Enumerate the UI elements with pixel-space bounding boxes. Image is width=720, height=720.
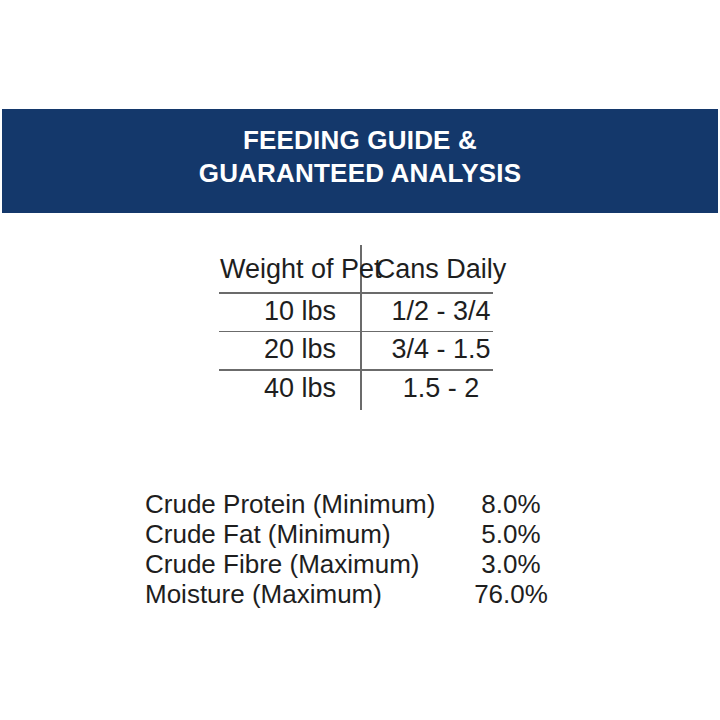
- table-row: 10 lbs 1/2 - 3/4: [220, 292, 521, 331]
- cans-cell: 1.5 - 2: [361, 373, 521, 404]
- column-header-cans-daily: Cans Daily: [361, 254, 521, 285]
- analysis-label: Crude Fat (Minimum): [145, 519, 441, 550]
- banner-title-line2: GUARANTEED ANALYSIS: [199, 157, 522, 190]
- analysis-row: Crude Fat (Minimum) 5.0%: [145, 519, 581, 549]
- analysis-label: Crude Protein (Minimum): [145, 489, 441, 520]
- table-row: 40 lbs 1.5 - 2: [220, 369, 521, 408]
- analysis-row: Crude Fibre (Maximum) 3.0%: [145, 549, 581, 579]
- analysis-value: 8.0%: [441, 489, 581, 520]
- analysis-label: Moisture (Maximum): [145, 579, 441, 610]
- banner-title-line1: FEEDING GUIDE &: [243, 124, 477, 157]
- analysis-value: 76.0%: [441, 579, 581, 610]
- weight-cell: 40 lbs: [220, 373, 336, 404]
- analysis-label: Crude Fibre (Maximum): [145, 549, 441, 580]
- banner: FEEDING GUIDE & GUARANTEED ANALYSIS: [2, 109, 718, 213]
- analysis-row: Crude Protein (Minimum) 8.0%: [145, 489, 581, 519]
- cans-cell: 3/4 - 1.5: [361, 334, 521, 365]
- feeding-table: Weight of Pet Cans Daily 10 lbs 1/2 - 3/…: [220, 247, 521, 408]
- table-row: 20 lbs 3/4 - 1.5: [220, 331, 521, 370]
- guaranteed-analysis-list: Crude Protein (Minimum) 8.0% Crude Fat (…: [145, 489, 581, 609]
- table-header-row: Weight of Pet Cans Daily: [220, 247, 521, 292]
- feeding-guide-panel: FEEDING GUIDE & GUARANTEED ANALYSIS Weig…: [0, 0, 720, 720]
- column-header-weight-of-pet: Weight of Pet: [220, 254, 336, 285]
- analysis-value: 3.0%: [441, 549, 581, 580]
- analysis-row: Moisture (Maximum) 76.0%: [145, 579, 581, 609]
- cans-cell: 1/2 - 3/4: [361, 296, 521, 327]
- analysis-value: 5.0%: [441, 519, 581, 550]
- weight-cell: 20 lbs: [220, 334, 336, 365]
- weight-cell: 10 lbs: [220, 296, 336, 327]
